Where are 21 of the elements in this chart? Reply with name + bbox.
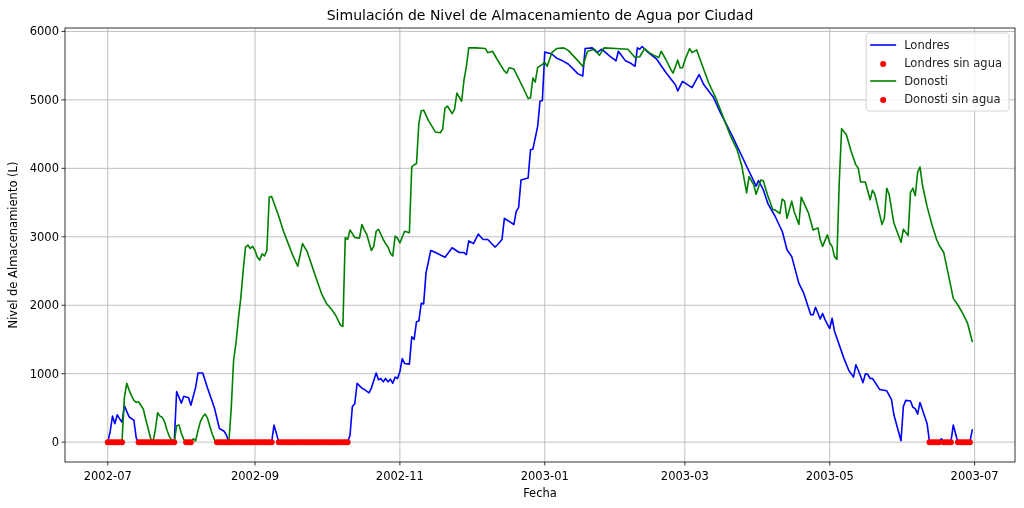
y-tick-label: 3000 [29, 229, 59, 244]
legend-label: Londres [904, 38, 950, 53]
x-axis-title: Fecha [523, 486, 557, 500]
y-tick-label: 2000 [29, 298, 59, 313]
y-tick-label: 5000 [29, 92, 59, 107]
legend-label: Donosti sin agua [904, 92, 1001, 107]
y-tick-label: 0 [51, 435, 59, 450]
y-tick-label: 6000 [29, 24, 59, 39]
x-tick-label: 2002-11 [375, 469, 424, 483]
x-tick-label: 2003-07 [950, 469, 999, 483]
x-tick-label: 2002-07 [83, 469, 132, 483]
x-tick-label: 2002-09 [230, 469, 280, 483]
y-axis-title: Nivel de Almacenamiento (L) [6, 161, 20, 329]
x-tick-label: 2003-05 [805, 469, 854, 483]
x-tick-label: 2003-03 [660, 469, 709, 483]
legend-label: Londres sin agua [904, 56, 1002, 71]
x-tick-label: 2003-01 [520, 469, 569, 483]
chart-title: Simulación de Nivel de Almacenamiento de Agua por Ciudad [326, 7, 754, 23]
y-tick-label: 1000 [29, 366, 59, 381]
y-tick-label: 4000 [29, 161, 59, 176]
legend-label: Donosti [904, 74, 949, 89]
